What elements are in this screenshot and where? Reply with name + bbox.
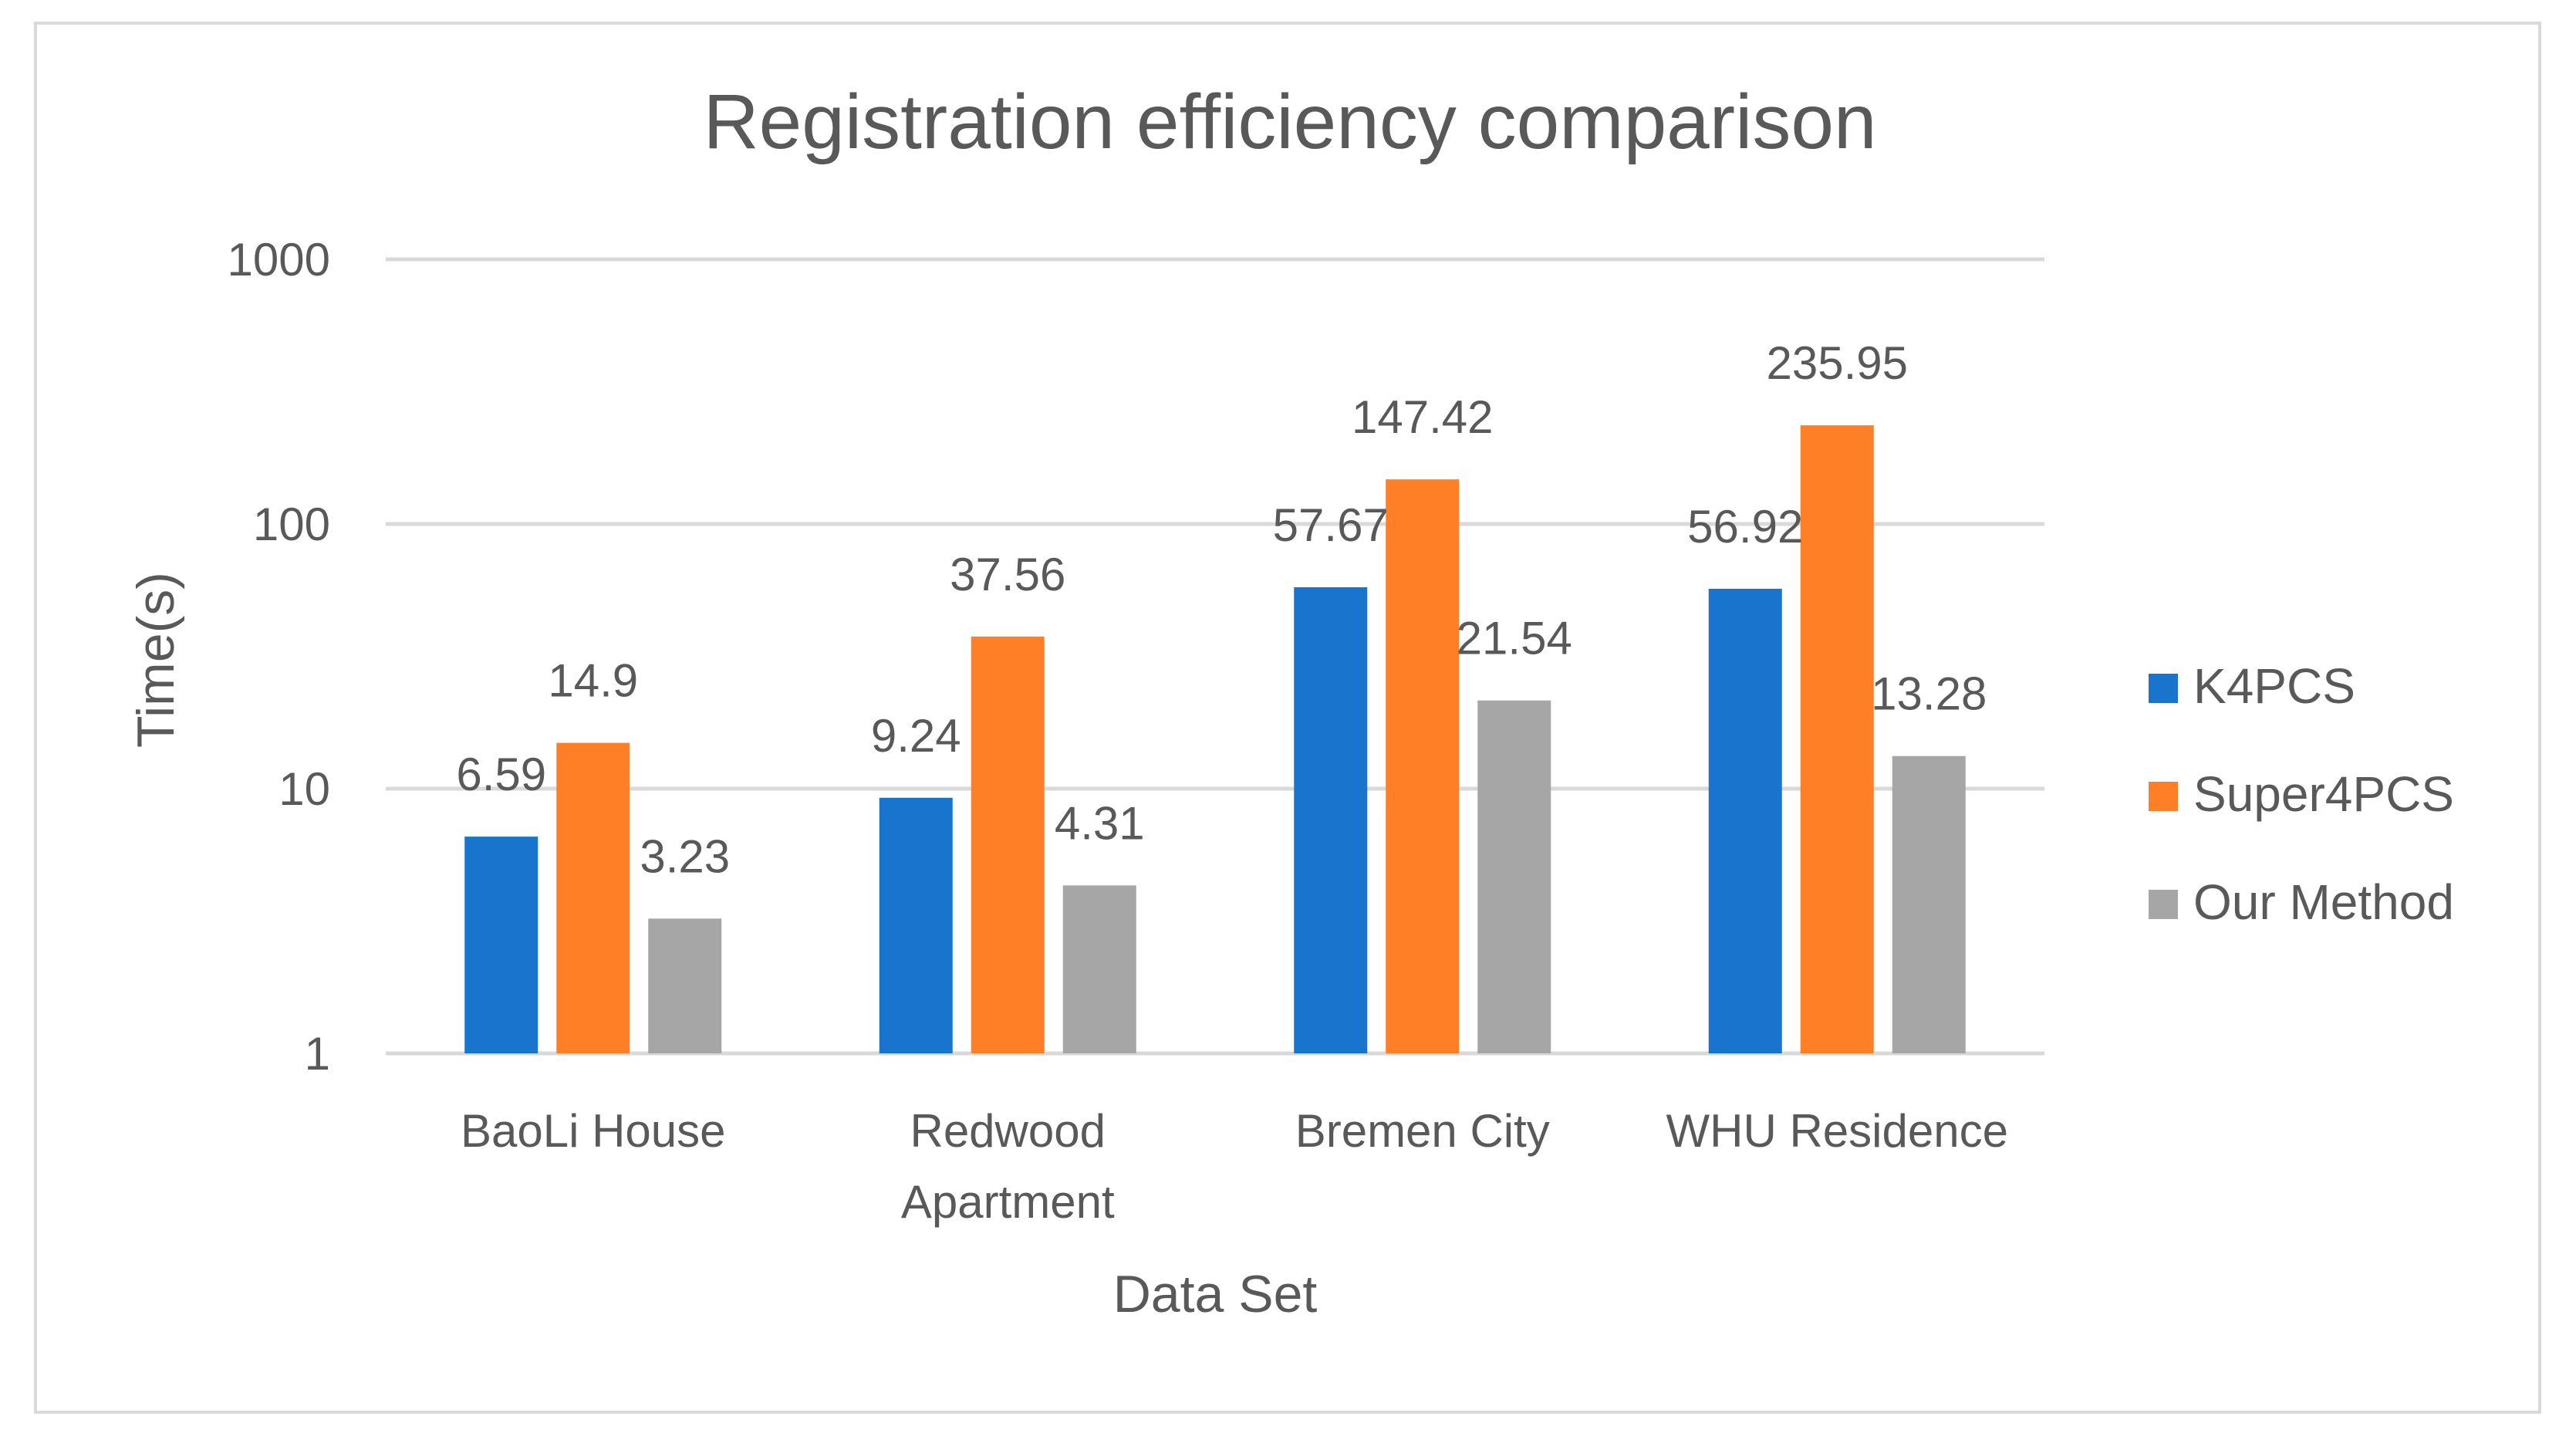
bar-k4pcs xyxy=(464,837,538,1053)
data-label: 13.28 xyxy=(1871,668,1987,720)
data-label: 21.54 xyxy=(1457,613,1572,664)
y-tick-label: 1 xyxy=(305,1028,330,1080)
legend-label: Super4PCS xyxy=(2193,766,2454,822)
bar-super4pcs xyxy=(971,636,1045,1053)
y-tick-label: 1000 xyxy=(228,234,330,286)
y-tick-label: 100 xyxy=(253,499,330,550)
y-axis-title: Time(s) xyxy=(127,572,185,748)
data-label: 147.42 xyxy=(1352,391,1494,443)
bar-our-method xyxy=(1477,700,1551,1053)
legend-swatch xyxy=(2149,674,2178,703)
bar-our-method xyxy=(1062,885,1136,1053)
bar-super4pcs xyxy=(556,742,630,1053)
data-label: 14.9 xyxy=(548,655,638,707)
bar-our-method xyxy=(1892,755,1966,1053)
data-label: 6.59 xyxy=(456,749,546,800)
bar-super4pcs xyxy=(1800,425,1874,1053)
data-label: 56.92 xyxy=(1687,501,1803,553)
y-axis-ticks: 1 10 100 1000 xyxy=(228,234,330,1080)
bar-k4pcs xyxy=(1294,586,1368,1053)
x-axis-ticks: BaoLi House Redwood Apartment Bremen City WH… xyxy=(461,1105,2008,1228)
data-label: 235.95 xyxy=(1766,337,1908,389)
legend-swatch xyxy=(2149,890,2178,919)
bar-k4pcs xyxy=(1708,588,1782,1053)
legend-label: K4PCS xyxy=(2193,658,2355,714)
legend: K4PCS Super4PCS Our Method xyxy=(2149,658,2454,930)
y-tick-label: 10 xyxy=(279,763,330,815)
bar-k4pcs xyxy=(879,797,953,1053)
x-tick-label: Bremen City xyxy=(1295,1105,1550,1157)
data-label: 9.24 xyxy=(871,710,961,762)
data-label: 4.31 xyxy=(1055,797,1145,849)
x-axis-title: Data Set xyxy=(1113,1265,1318,1323)
legend-swatch xyxy=(2149,782,2178,811)
bar-super4pcs xyxy=(1386,479,1460,1053)
x-tick-label: Redwood xyxy=(910,1105,1106,1157)
data-label: 3.23 xyxy=(640,830,730,882)
bars xyxy=(464,425,1966,1053)
chart-frame xyxy=(34,22,2541,1414)
x-tick-label: Apartment xyxy=(901,1176,1115,1228)
data-label: 57.67 xyxy=(1273,499,1389,551)
x-tick-label: BaoLi House xyxy=(461,1105,726,1157)
x-tick-label: WHU Residence xyxy=(1666,1105,2008,1157)
chart-title: Registration efficiency comparison xyxy=(703,79,1876,165)
bar-our-method xyxy=(648,918,722,1053)
legend-label: Our Method xyxy=(2193,874,2454,930)
data-label: 37.56 xyxy=(950,549,1065,600)
